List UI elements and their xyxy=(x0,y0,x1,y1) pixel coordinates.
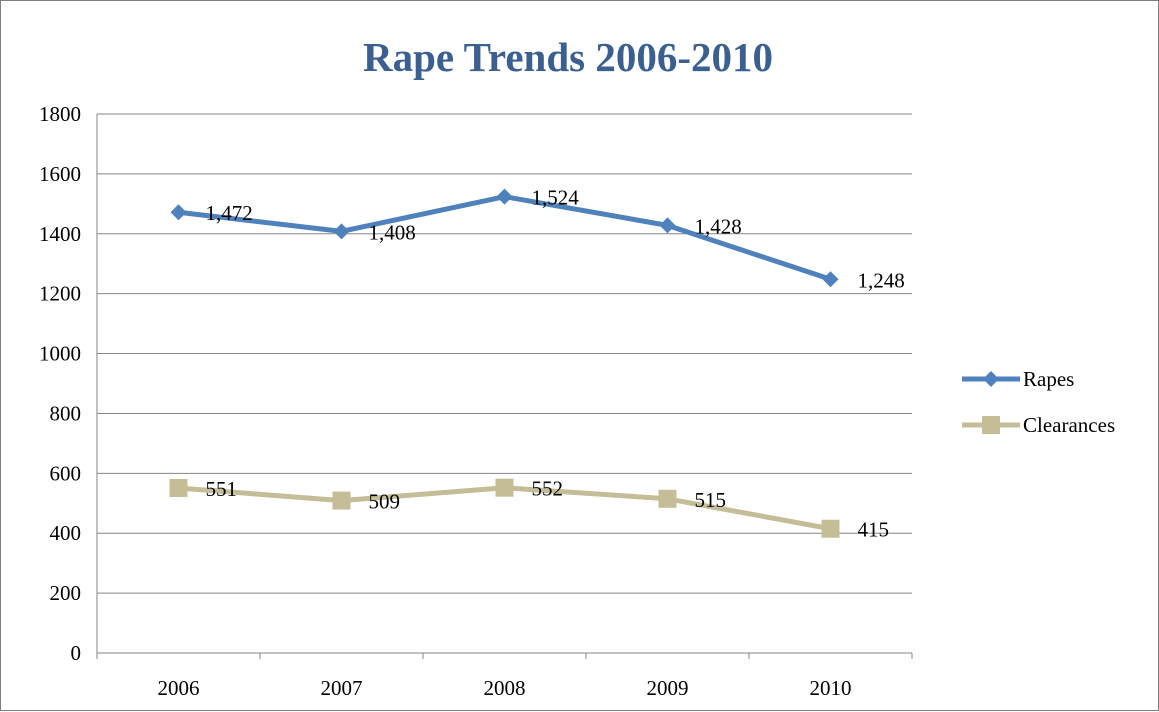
chart-title: Rape Trends 2006-2010 xyxy=(363,34,773,80)
x-tick-label: 2009 xyxy=(647,676,689,700)
y-tick-label: 0 xyxy=(71,641,82,665)
data-point-clearances xyxy=(333,492,351,510)
y-tick-label: 1000 xyxy=(39,342,81,366)
legend-marker-rapes xyxy=(983,371,999,387)
y-tick-label: 200 xyxy=(50,581,82,605)
legend-marker-clearances xyxy=(982,416,1000,434)
x-tick-label: 2007 xyxy=(321,676,363,700)
data-point-rapes xyxy=(497,189,513,205)
data-point-rapes xyxy=(660,217,676,233)
legend-label: Rapes xyxy=(1023,367,1074,391)
data-point-rapes xyxy=(334,223,350,239)
data-point-rapes xyxy=(171,204,187,220)
y-tick-label: 1200 xyxy=(39,282,81,306)
data-label: 1,408 xyxy=(369,220,416,244)
data-point-rapes xyxy=(823,271,839,287)
x-tick-label: 2008 xyxy=(484,676,526,700)
data-label: 551 xyxy=(206,477,238,501)
x-tick-label: 2010 xyxy=(810,676,852,700)
y-tick-label: 1400 xyxy=(39,222,81,246)
data-point-clearances xyxy=(659,490,677,508)
data-labels: 1,472 1,408 1,524 1,428 1,248 551 509 552 515 415 xyxy=(206,186,905,542)
data-label: 415 xyxy=(858,518,890,542)
data-label: 552 xyxy=(532,477,564,501)
y-tick-label: 1600 xyxy=(39,162,81,186)
data-label: 1,428 xyxy=(695,214,742,238)
data-label: 509 xyxy=(369,490,401,514)
data-point-clearances xyxy=(822,520,840,538)
legend-label: Clearances xyxy=(1023,413,1115,437)
data-label: 1,524 xyxy=(532,186,580,210)
y-tick-label: 800 xyxy=(50,401,82,425)
data-label: 1,472 xyxy=(206,201,253,225)
y-tick-label: 600 xyxy=(50,461,82,485)
series-layer xyxy=(170,189,840,538)
y-tick-label: 400 xyxy=(50,521,82,545)
axes: 0 200 400 600 800 1000 1200 1400 1600 1800 2006 200… xyxy=(39,102,912,700)
legend: Rapes Clearances xyxy=(962,367,1115,437)
y-tick-label: 1800 xyxy=(39,102,81,126)
x-tick-label: 2006 xyxy=(158,676,200,700)
data-point-clearances xyxy=(496,479,514,497)
data-point-clearances xyxy=(170,479,188,497)
data-label: 515 xyxy=(695,488,727,512)
data-label: 1,248 xyxy=(858,268,905,292)
